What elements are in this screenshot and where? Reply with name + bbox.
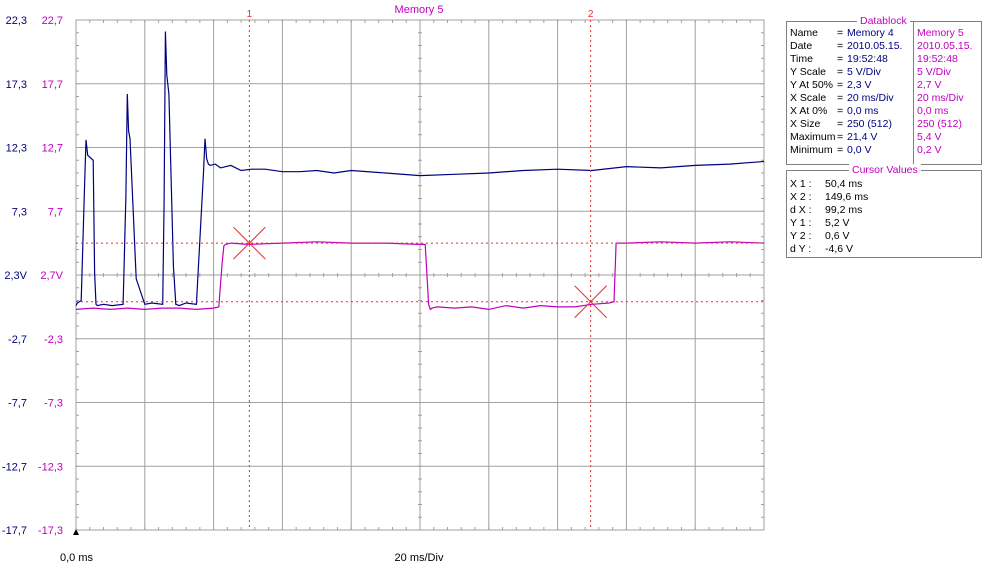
datablock-divider bbox=[913, 22, 914, 164]
y-tick-label-memory4: 17,3 bbox=[6, 79, 27, 91]
datablock-row-value-memory5: 250 (512) bbox=[917, 118, 962, 130]
cursor-value-value: 149,6 ms bbox=[825, 191, 869, 203]
datablock-row-label: Maximum bbox=[790, 131, 836, 143]
cursor-value-value: 5,2 V bbox=[825, 217, 850, 229]
y-tick-label-memory4: -7,7 bbox=[8, 398, 27, 410]
datablock-row-value-memory5: 20 ms/Div bbox=[917, 92, 964, 104]
datablock-row-eq: = bbox=[837, 92, 844, 104]
datablock-row-eq: = bbox=[837, 118, 844, 130]
datablock-row-eq: = bbox=[837, 53, 844, 65]
datablock-row-value-memory5: Memory 5 bbox=[917, 27, 964, 39]
y-tick-label-memory4: 2,3V bbox=[4, 270, 27, 282]
datablock-row-label: Name bbox=[790, 27, 819, 39]
cursor-label: 1 bbox=[247, 9, 253, 20]
series-line-memory4 bbox=[75, 31, 765, 307]
datablock-row-eq: = bbox=[837, 40, 844, 52]
datablock-row-value-memory4: 0,0 V bbox=[847, 144, 872, 156]
x-axis-scale-label: 20 ms/Div bbox=[395, 552, 444, 564]
datablock-row-value-memory5: 5 V/Div bbox=[917, 66, 951, 78]
cursor-values-title: Cursor Values bbox=[849, 164, 921, 176]
datablock-row-value-memory4: 20 ms/Div bbox=[847, 92, 894, 104]
cursor-cross-marker bbox=[574, 285, 607, 319]
cursor-value-label: Y 1 : bbox=[790, 217, 812, 229]
series-line-memory5 bbox=[75, 241, 765, 311]
datablock-row-value-memory4: 250 (512) bbox=[847, 118, 892, 130]
datablock-row-label: Time bbox=[790, 53, 813, 65]
y-tick-label-memory5: -7,3 bbox=[44, 398, 63, 410]
datablock-row-value-memory5: 0,0 ms bbox=[917, 105, 949, 117]
cursor-value-value: -4,6 V bbox=[825, 243, 854, 255]
y-tick-label-memory4: 12,3 bbox=[6, 143, 27, 155]
cursor-value-label: X 1 : bbox=[790, 178, 812, 190]
cursor-value-label: Y 2 : bbox=[790, 230, 812, 242]
datablock-row-eq: = bbox=[837, 79, 844, 91]
cursor-value-value: 0,6 V bbox=[825, 230, 850, 242]
datablock-row-value-memory4: Memory 4 bbox=[847, 27, 894, 39]
datablock-row-value-memory5: 19:52:48 bbox=[917, 53, 958, 65]
y-tick-label-memory4: 22,3 bbox=[6, 15, 27, 27]
datablock-row-value-memory4: 19:52:48 bbox=[847, 53, 888, 65]
y-tick-label-memory5: 17,7 bbox=[42, 79, 63, 91]
y-tick-label-memory5: -17,3 bbox=[38, 525, 63, 537]
datablock-row-value-memory4: 0,0 ms bbox=[847, 105, 879, 117]
datablock-row-label: X Scale bbox=[790, 92, 827, 104]
datablock-row-eq: = bbox=[837, 144, 844, 156]
y-tick-label-memory5: 7,7 bbox=[48, 206, 63, 218]
y-tick-label-memory5: 22,7 bbox=[42, 15, 63, 27]
datablock-row-eq: = bbox=[837, 66, 844, 78]
y-tick-label-memory4: -17,7 bbox=[2, 525, 27, 537]
y-tick-label-memory5: 2,7V bbox=[40, 270, 63, 282]
trigger-marker bbox=[73, 529, 79, 535]
datablock-row-value-memory4: 2,3 V bbox=[847, 79, 872, 91]
datablock-row-eq: = bbox=[837, 27, 844, 39]
cursor-value-label: d X : bbox=[790, 204, 812, 216]
datablock-row-eq: = bbox=[837, 131, 844, 143]
datablock-row-value-memory4: 5 V/Div bbox=[847, 66, 881, 78]
x-axis-start-label: 0,0 ms bbox=[60, 552, 94, 564]
datablock-row-label: Date bbox=[790, 40, 813, 52]
y-tick-label-memory4: -2,7 bbox=[8, 334, 27, 346]
cursor-values-panel: Cursor Values X 1 : 50,4 ms X 2 : 149,6 ms d… bbox=[786, 164, 982, 258]
datablock-panel: Datablock Name = Memory 4 Memory 5 Date = 2010… bbox=[786, 15, 982, 165]
cursor-value-value: 50,4 ms bbox=[825, 178, 863, 190]
datablock-row-value-memory5: 0,2 V bbox=[917, 144, 942, 156]
datablock-row-value-memory4: 2010.05.15. bbox=[847, 40, 903, 52]
y-tick-label-memory4: -12,7 bbox=[2, 461, 27, 473]
y-tick-label-memory5: -2,3 bbox=[44, 334, 63, 346]
datablock-row-value-memory4: 21,4 V bbox=[847, 131, 878, 143]
cursor-value-value: 99,2 ms bbox=[825, 204, 863, 216]
datablock-row-label: X At 0% bbox=[790, 105, 828, 117]
datablock-row-value-memory5: 2010.05.15. bbox=[917, 40, 973, 52]
datablock-row-eq: = bbox=[837, 105, 844, 117]
datablock-row-label: Y Scale bbox=[790, 66, 826, 78]
cursor-value-label: d Y : bbox=[790, 243, 812, 255]
datablock-row-label: Y At 50% bbox=[790, 79, 834, 91]
datablock-row-value-memory5: 2,7 V bbox=[917, 79, 942, 91]
y-tick-label-memory4: 7,3 bbox=[12, 206, 27, 218]
chart-title: Memory 5 bbox=[395, 4, 444, 16]
datablock-row-label: Minimum bbox=[790, 144, 833, 156]
datablock-row-value-memory5: 5,4 V bbox=[917, 131, 942, 143]
axis-labels: 22,3 17,3 12,3 7,3 2,3V -2,7 -7,7 -12,7 -17,7 22,… bbox=[2, 15, 64, 537]
datablock-title: Datablock bbox=[857, 15, 910, 27]
cursor-cross-marker bbox=[233, 226, 266, 260]
datablock-row-label: X Size bbox=[790, 118, 821, 130]
y-tick-label-memory5: 12,7 bbox=[42, 143, 63, 155]
cursor-label: 2 bbox=[588, 9, 594, 20]
y-tick-label-memory5: -12,3 bbox=[38, 461, 63, 473]
cursor-value-label: X 2 : bbox=[790, 191, 812, 203]
series-layer bbox=[75, 31, 765, 311]
chart-grid bbox=[73, 19, 765, 535]
